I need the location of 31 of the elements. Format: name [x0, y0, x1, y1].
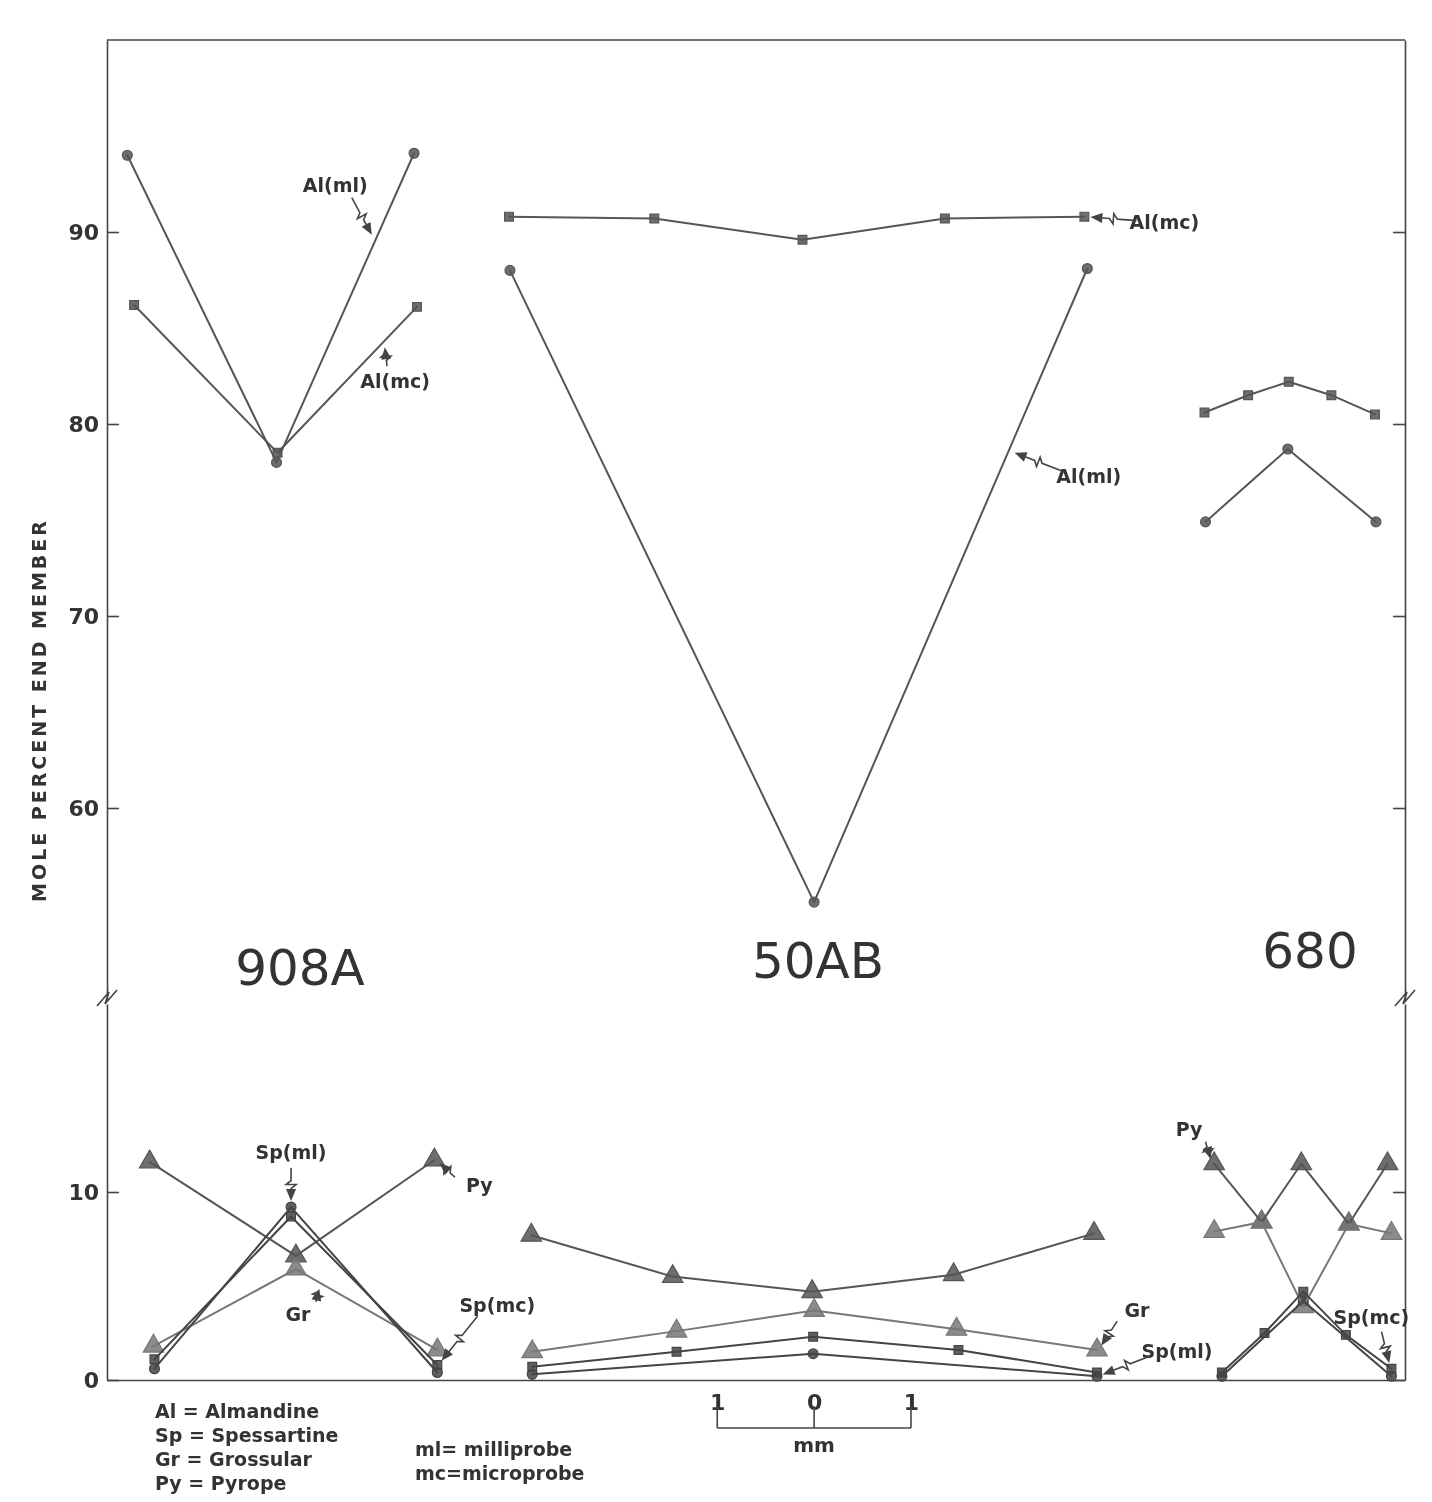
text: Al = Almandine	[155, 1400, 320, 1422]
x-tick-label: 1	[710, 1389, 726, 1415]
x-tick-label: 0	[806, 1389, 823, 1415]
annotation: Gr	[1124, 1298, 1151, 1321]
text: ml= milliprobe	[415, 1438, 573, 1460]
y-tick-label: 10	[68, 1179, 99, 1205]
annotation: Py	[466, 1174, 494, 1197]
x-axis-title: mm	[793, 1433, 835, 1457]
annotation: Al(ml)	[302, 173, 368, 196]
annotation: Sp(mc)	[459, 1293, 536, 1316]
annotation: Al(mc)	[360, 370, 430, 393]
annotation: Py	[1175, 1117, 1204, 1140]
annotation: Al(mc)	[1129, 210, 1200, 233]
y-tick-label: 90	[68, 219, 99, 245]
text: Py = Pyrope	[155, 1472, 287, 1494]
annotation: 50AB	[751, 932, 885, 990]
text: Gr = Grossular	[155, 1448, 313, 1470]
text: Sp = Spessartine	[155, 1424, 339, 1446]
annotation: 908A	[235, 939, 365, 997]
annotation: Sp(ml)	[1141, 1340, 1213, 1363]
annotation: Sp(ml)	[255, 1141, 327, 1164]
y-tick-label: 0	[83, 1367, 99, 1393]
annotation: Gr	[285, 1303, 312, 1326]
text: mc=microprobe	[415, 1462, 585, 1484]
annotation: 680	[1262, 922, 1358, 980]
y-tick-label: 60	[68, 795, 99, 821]
annotation: Al(ml)	[1056, 464, 1122, 487]
y-tick-label: 70	[68, 603, 99, 629]
x-tick-label: 1	[903, 1389, 920, 1415]
y-axis-title: MOLE PERCENT END MEMBER	[28, 518, 50, 902]
y-tick-label: 80	[68, 411, 99, 437]
